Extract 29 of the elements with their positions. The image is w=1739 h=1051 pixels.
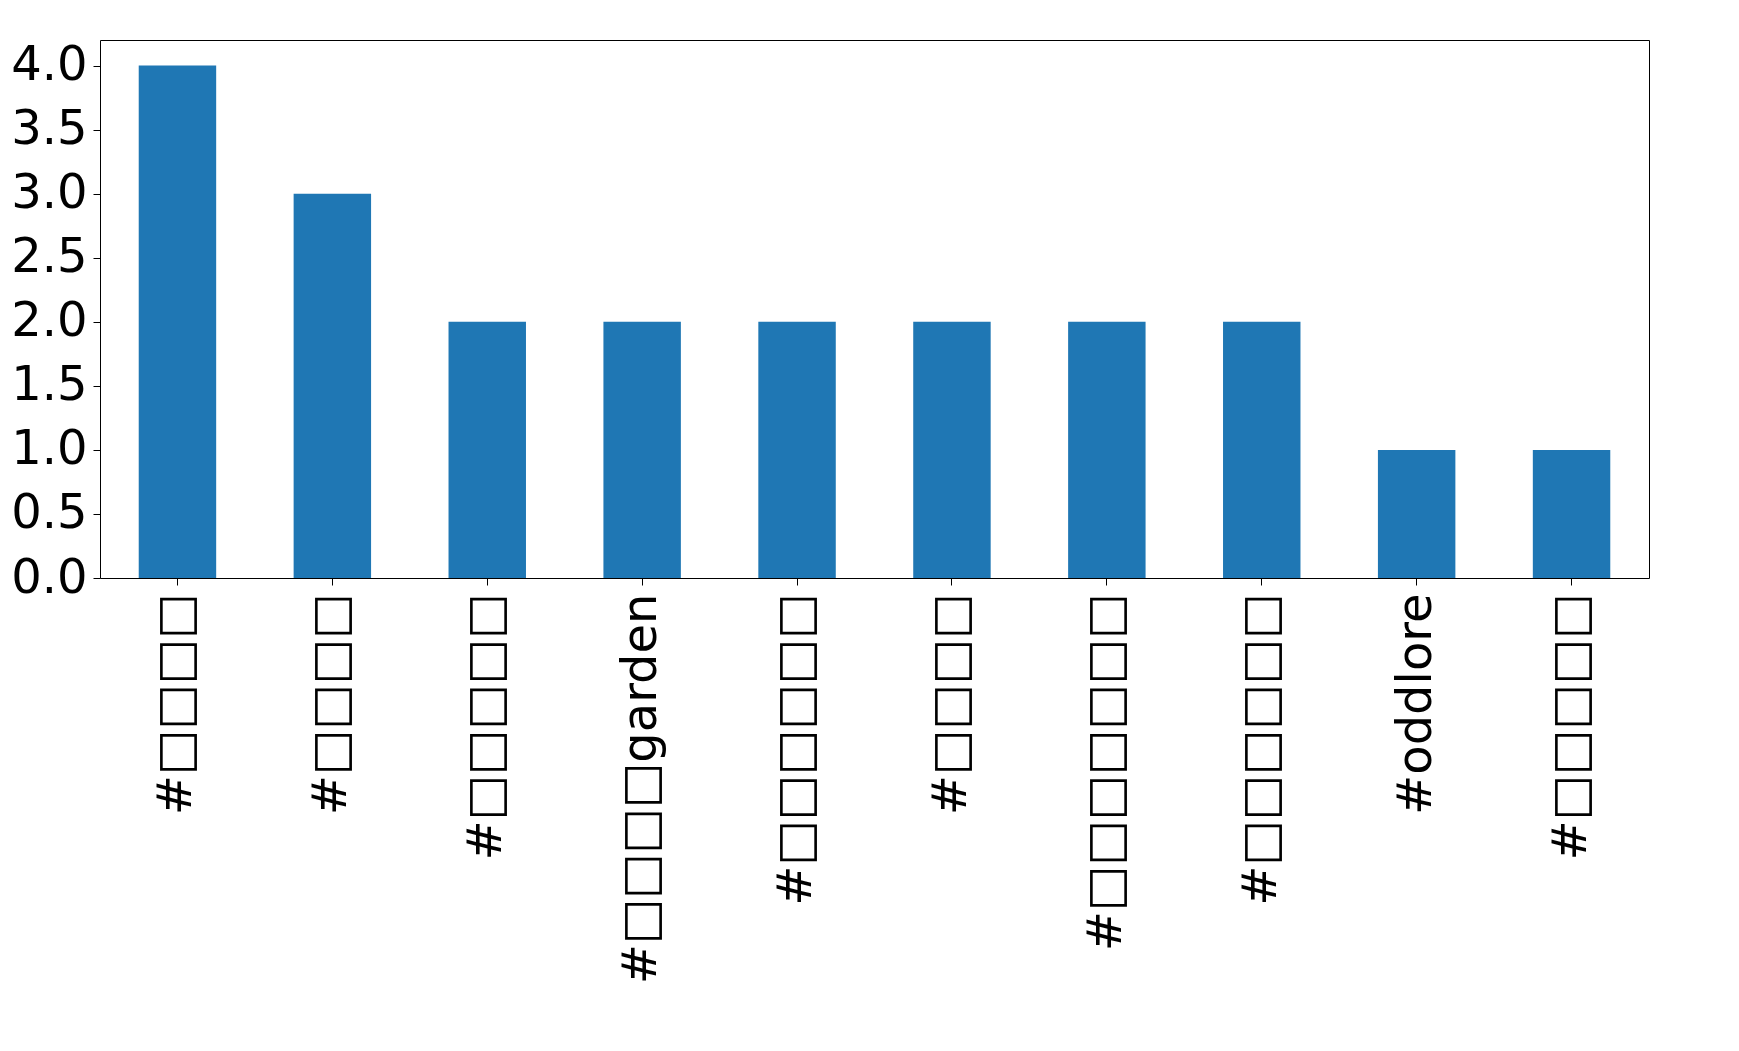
x-tick-label: #□□□□□ [456,593,513,861]
x-tick-label: #oddlore [1385,593,1442,815]
y-tick-label: 3.0 [11,163,88,220]
y-tick-label: 3.5 [11,99,88,156]
bar [913,321,991,578]
x-tick-label: #□□□□□□ [1230,593,1287,906]
y-tick-label: 0.0 [11,547,88,604]
bar [293,193,372,578]
bar [138,65,217,578]
x-tick-label: #□□□□ [146,593,203,816]
bar [1068,321,1146,578]
y-tick-label: 2.5 [11,227,88,284]
y-tick-label: 1.0 [11,419,88,476]
bar [448,321,526,578]
x-tick-label: #□□□□□□ [766,593,823,906]
y-tick-label: 1.5 [11,355,88,412]
y-tick-label: 0.5 [11,483,88,540]
y-tick-label: 2.0 [11,291,88,348]
x-tick-label: #□□□□garden [611,593,668,985]
x-tick-label: #□□□□□ [1540,593,1597,861]
bar [603,321,681,578]
x-tick-label: #□□□□ [301,593,358,816]
bar [1377,449,1456,578]
bar [1532,449,1611,578]
y-tick-label: 4.0 [11,35,88,92]
bar [1223,321,1301,578]
bar [758,321,836,578]
x-tick-label: #□□□□□□□ [1075,593,1132,952]
x-tick-label: #□□□□ [920,593,977,816]
